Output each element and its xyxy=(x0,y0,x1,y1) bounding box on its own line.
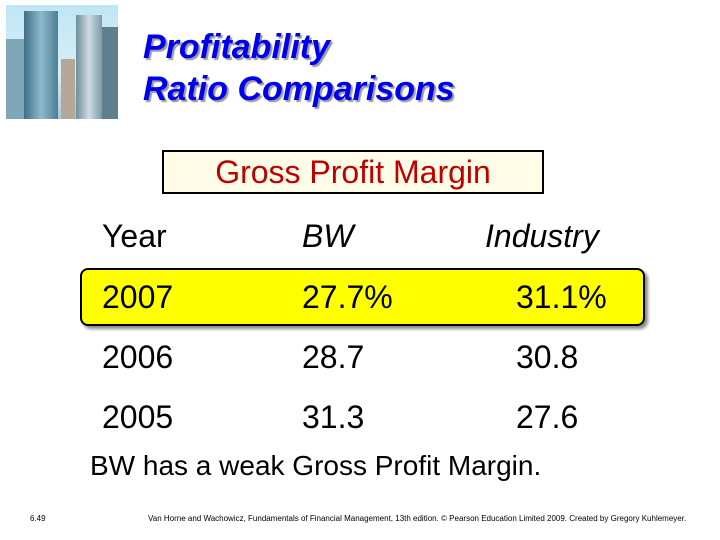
building-shape xyxy=(76,15,102,119)
subtitle: Gross Profit Margin xyxy=(215,154,491,190)
subtitle-box: Gross Profit Margin xyxy=(162,150,544,194)
row-2006-bw: 28.7 xyxy=(302,339,365,375)
row-2005-year: 2005 xyxy=(102,399,174,435)
slide-number: 6.49 xyxy=(30,514,46,523)
row-2006-year: 2006 xyxy=(102,339,174,375)
building-shape xyxy=(102,27,118,119)
conclusion-text: BW has a weak Gross Profit Margin. xyxy=(90,450,542,481)
title-line-2: Ratio Comparisons xyxy=(143,70,455,108)
row-2007-industry: 31.1% xyxy=(516,279,607,315)
header-bw: BW xyxy=(302,218,354,254)
row-2007-year: 2007 xyxy=(102,279,174,315)
page-title: Profitability Ratio Comparisons xyxy=(143,26,455,110)
building-shape xyxy=(61,59,75,119)
highlight-row-background xyxy=(80,268,645,326)
title-line-1: Profitability xyxy=(143,28,331,66)
header-year: Year xyxy=(102,218,167,254)
header-industry: Industry xyxy=(485,218,599,254)
row-2005-bw: 31.3 xyxy=(302,399,365,435)
row-2005-industry: 27.6 xyxy=(516,399,579,435)
building-shape xyxy=(6,39,26,119)
building-photo xyxy=(6,5,118,119)
citation: Van Horne and Wachowicz, Fundamentals of… xyxy=(148,514,687,523)
row-2006-industry: 30.8 xyxy=(516,339,579,375)
row-2007-bw: 27.7% xyxy=(302,279,393,315)
building-shape xyxy=(24,11,58,119)
